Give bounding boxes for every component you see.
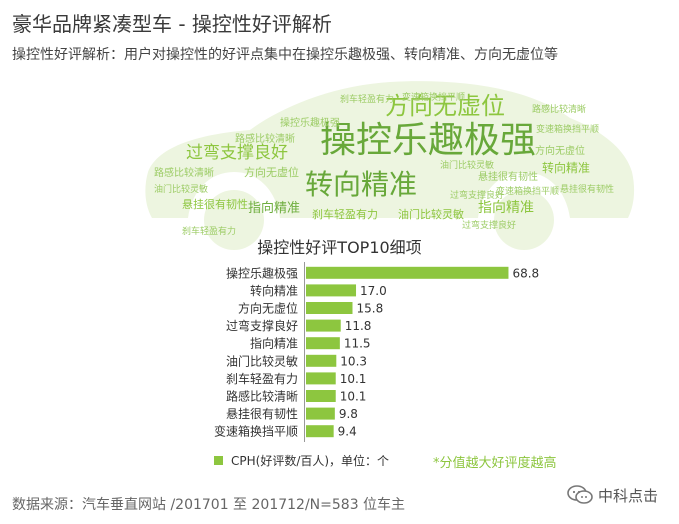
bar: [306, 302, 353, 314]
cloud-word: 指向精准: [478, 200, 534, 216]
page-subtitle: 操控性好评解析：用户对操控性的好评点集中在操控乐趣极强、转向精准、方向无虚位等: [12, 47, 558, 63]
page-title: 豪华品牌紧凑型车 - 操控性好评解析: [12, 12, 332, 36]
bar: [306, 354, 337, 367]
bar: [306, 390, 336, 402]
data-label: 9.4: [338, 425, 357, 439]
bar: [306, 319, 341, 332]
cloud-word: 油门比较灵敏: [398, 207, 464, 221]
cloud-word: 路感比较清晰: [154, 166, 214, 179]
bar: [306, 372, 336, 385]
cloud-word: 刹车轻盈有力: [340, 93, 394, 105]
category-label: 转向精准: [250, 283, 298, 298]
watermark-text: 中科点击: [598, 486, 659, 505]
cloud-word: 路感比较清晰: [532, 103, 586, 115]
data-label: 11.5: [344, 337, 371, 351]
cloud-word: 过弯支撑良好: [462, 219, 516, 231]
cloud-word: 路感比较清晰: [235, 132, 295, 145]
cloud-word: 过弯支撑良好: [186, 143, 288, 163]
category-label: 刹车轻盈有力: [226, 371, 298, 386]
cloud-word: 变速箱换挡平顺: [496, 185, 559, 197]
bar: [306, 266, 509, 279]
cloud-word: 变速箱换挡平顺: [402, 91, 465, 103]
cloud-word: 方向无虚位: [535, 144, 585, 157]
legend: CPH(好评数/百人)，单位：个: [214, 452, 389, 469]
data-label: 9.8: [339, 407, 358, 421]
cloud-word: 悬挂很有韧性: [560, 183, 614, 195]
cloud-word: 转向精准: [542, 160, 590, 175]
cloud-word: 指向精准: [248, 200, 300, 216]
bar: [306, 284, 357, 297]
cloud-word: 转向精准: [305, 168, 417, 201]
data-label: 17.0: [360, 284, 387, 298]
category-label: 悬挂很有韧性: [226, 407, 298, 421]
data-source: 数据来源：汽车垂直网站 /201701 至 201712/N=583 位车主: [12, 497, 406, 513]
watermark: 中科点击: [566, 484, 658, 506]
car-silhouette: [145, 81, 635, 250]
bar: [306, 337, 340, 350]
category-label: 变速箱换挡平顺: [214, 424, 298, 439]
bar: [306, 425, 334, 438]
cloud-word: 操控乐趣极强: [320, 120, 536, 161]
cloud-word: 方向无虚位: [385, 92, 505, 120]
cloud-word: 油门比较灵敏: [154, 183, 208, 195]
data-label: 10.1: [340, 372, 367, 386]
chart-annotation: *分值越大好评度越高: [433, 456, 557, 471]
cloud-word: 方向无虚位: [244, 165, 299, 179]
data-label: 11.8: [345, 319, 372, 333]
cloud-word: 刹车轻盈有力: [312, 207, 378, 221]
data-label: 68.8: [512, 266, 539, 280]
category-label: 方向无虚位: [238, 301, 298, 316]
cloud-word: 过弯支撑良好: [450, 189, 504, 201]
cloud-word: 悬挂很有韧性: [182, 197, 248, 211]
legend-label: CPH(好评数/百人)，单位：个: [231, 454, 390, 468]
data-label: 10.1: [340, 390, 367, 404]
cloud-word: 刹车轻盈有力: [182, 225, 236, 237]
category-label: 指向精准: [250, 336, 298, 351]
cloud-word: 油门比较灵敏: [440, 159, 494, 171]
category-label: 过弯支撑良好: [226, 318, 298, 333]
bar: [306, 407, 335, 420]
data-label: 15.8: [356, 302, 383, 316]
bars: 操控乐趣极强 68.8 转向精准 17.0 方向无虚位 15.8 过弯支撑良好 11.8 指向精…: [214, 265, 539, 438]
data-label: 10.3: [340, 354, 367, 368]
chart-title: 操控性好评TOP10细项: [257, 238, 422, 257]
cloud-word: 操控乐趣极强: [280, 116, 340, 129]
wechat-icon: [567, 485, 593, 504]
category-label: 操控乐趣极强: [226, 265, 298, 280]
category-label: 油门比较灵敏: [226, 353, 298, 368]
legend-swatch: [214, 456, 223, 465]
cloud-word: 变速箱换挡平顺: [536, 123, 599, 135]
category-label: 路感比较清晰: [226, 389, 298, 404]
cloud-word: 悬挂很有韧性: [478, 170, 538, 183]
